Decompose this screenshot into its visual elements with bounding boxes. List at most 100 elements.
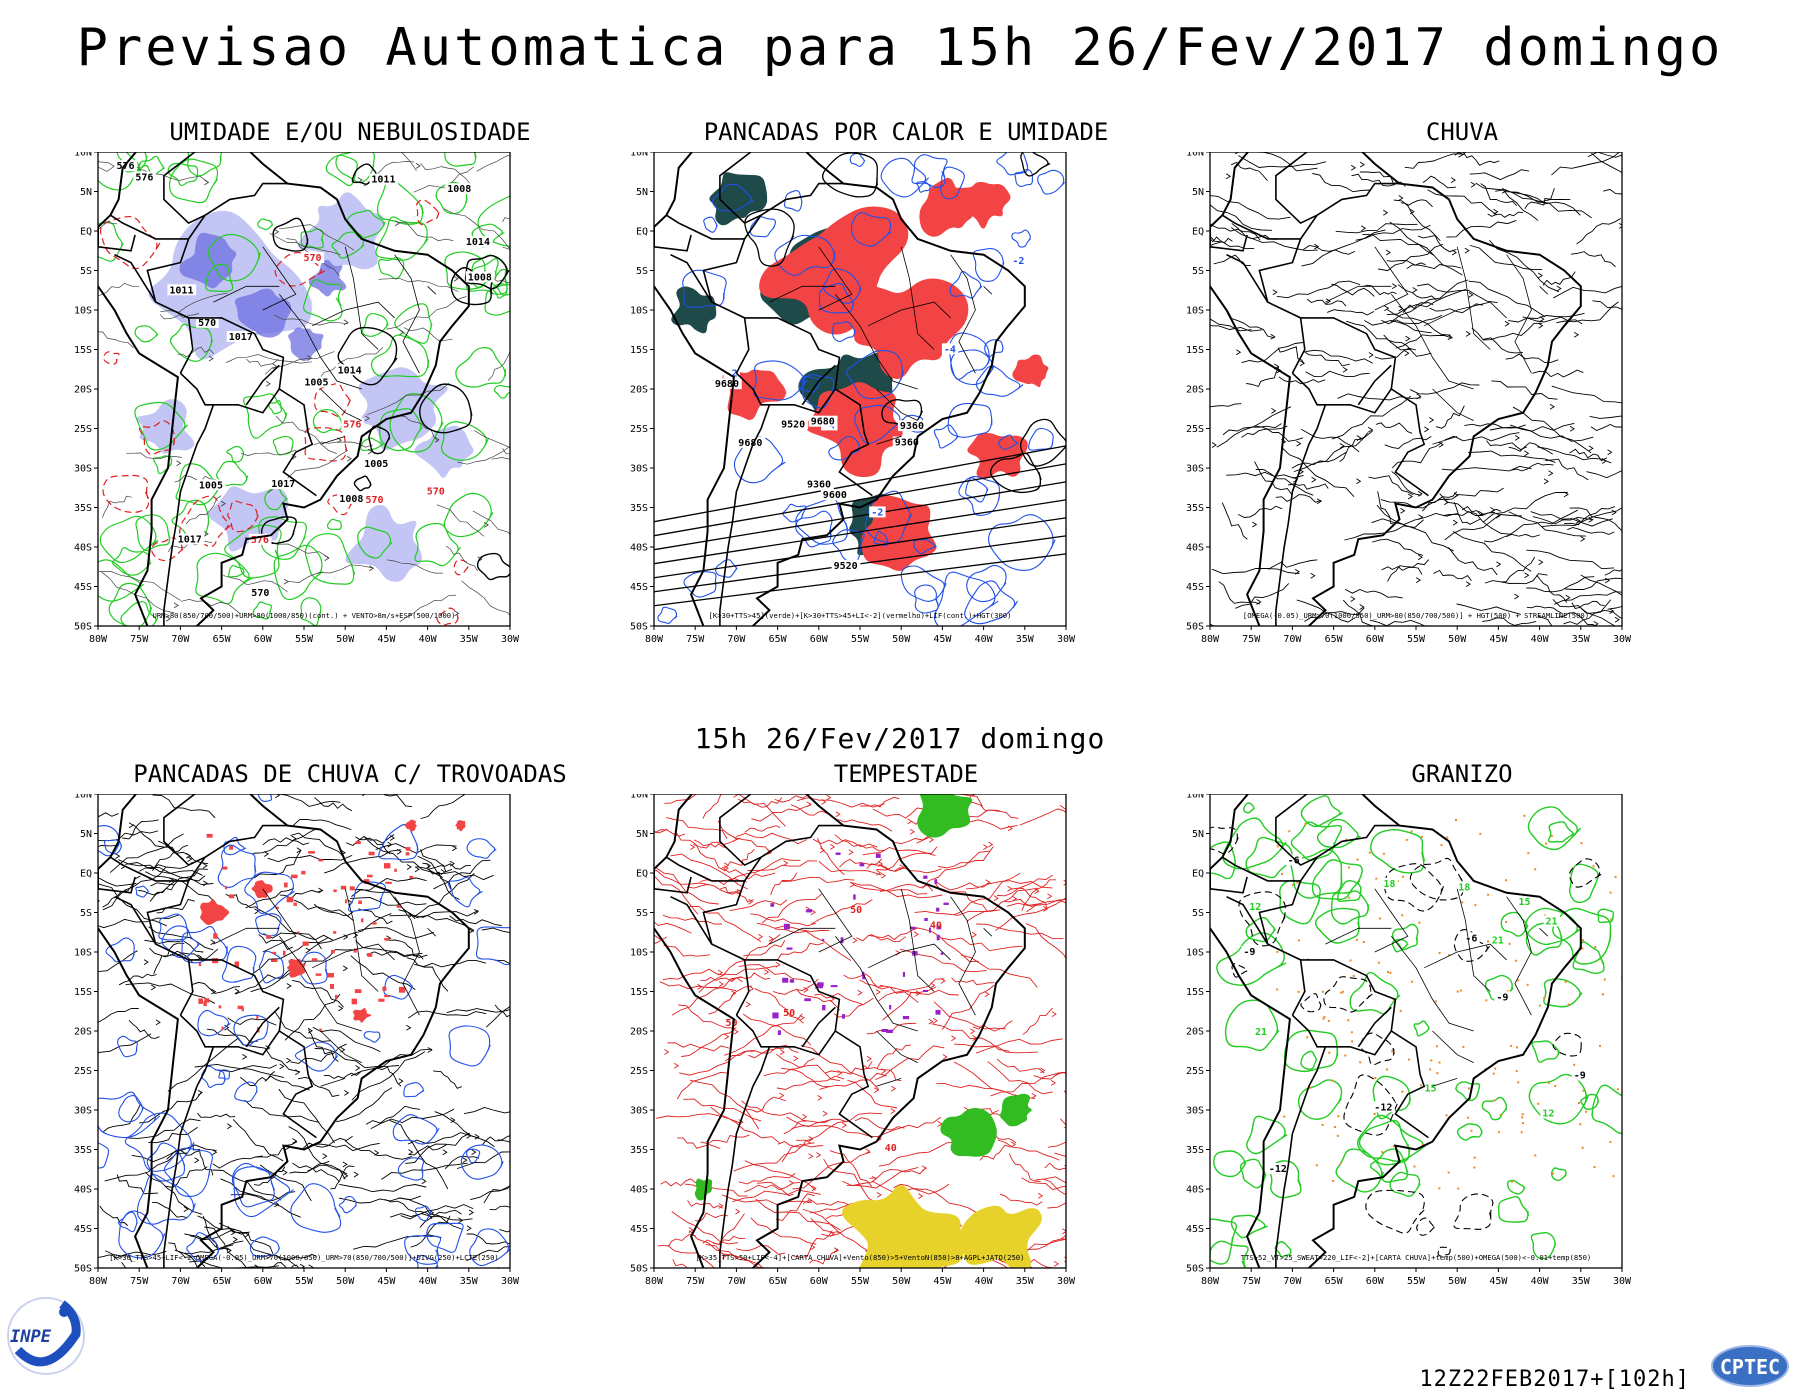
streamline-arrow <box>664 1049 670 1055</box>
state-border <box>950 254 976 374</box>
streamline-arrow <box>211 988 217 995</box>
state-border <box>278 935 362 1032</box>
field-cell <box>1377 961 1380 964</box>
streamline <box>825 1061 873 1075</box>
lon-tick-label: 45W <box>933 634 952 645</box>
field-cell <box>318 859 324 862</box>
lon-tick-label: 45W <box>377 634 396 645</box>
streamline <box>747 860 818 871</box>
state-border <box>900 246 935 350</box>
field-area <box>1000 1093 1034 1127</box>
contour-label: 21 <box>1255 1027 1267 1038</box>
field-cell <box>333 931 337 934</box>
state-border <box>1325 927 1392 945</box>
country-border <box>278 1030 317 1139</box>
streamline <box>729 899 788 912</box>
contour-label-box <box>1372 1101 1395 1113</box>
streamline <box>1469 169 1530 181</box>
streamline <box>1377 491 1396 525</box>
streamline <box>185 495 222 525</box>
streamline <box>931 1023 1010 1052</box>
streamline <box>728 858 801 882</box>
panel-caption: [K>30+TTS>45](verde)+[K>30+TTS>45+LI<-2]… <box>709 611 1012 620</box>
country-border <box>1226 895 1269 945</box>
country-border <box>98 876 136 894</box>
lat-tick-label: 40S <box>74 543 92 554</box>
contour-line <box>337 326 398 386</box>
field-area <box>414 425 476 478</box>
streamline <box>206 1028 258 1043</box>
streamline <box>1008 1153 1041 1182</box>
streamline <box>1563 599 1612 625</box>
streamline <box>160 292 228 313</box>
field-area <box>759 206 909 335</box>
streamline <box>1448 547 1498 576</box>
field-cell <box>384 995 391 998</box>
streamline <box>854 1117 905 1131</box>
streamline <box>1389 221 1463 276</box>
streamline <box>859 796 900 808</box>
streamline-arrow <box>1640 563 1644 568</box>
streamline <box>324 849 401 874</box>
streamline <box>856 934 906 942</box>
field-cell <box>1276 950 1279 953</box>
field-cell <box>1438 952 1441 954</box>
streamline <box>743 940 786 957</box>
state-border <box>1432 388 1474 421</box>
streamline <box>429 863 471 870</box>
contour-label: 9520 <box>781 420 805 431</box>
contour-line <box>227 500 259 533</box>
contour-line <box>469 1228 510 1267</box>
contour-line <box>260 516 297 545</box>
state-border <box>344 888 379 992</box>
field-cell <box>1510 1044 1513 1047</box>
streamline-arrow <box>988 841 994 848</box>
streamline-arrow <box>165 615 171 622</box>
streamline <box>818 860 882 876</box>
contour-line <box>1580 1093 1600 1111</box>
streamline <box>772 978 819 995</box>
streamline <box>1532 516 1594 525</box>
streamline <box>667 1042 730 1052</box>
contour-line <box>228 564 245 578</box>
contour-label: 50 <box>850 905 862 916</box>
streamline-arrow <box>1611 509 1617 516</box>
contour-line <box>1210 1218 1238 1265</box>
field-cell <box>1368 851 1371 854</box>
coastline <box>98 152 470 626</box>
streamline <box>1211 567 1300 575</box>
field-cell <box>272 951 277 954</box>
streamline <box>1386 288 1466 316</box>
streamline <box>819 1072 888 1090</box>
panel-title: GRANIZO <box>1411 760 1513 788</box>
panel-umidade: UMIDADE E/OU NEBULOSIDADE 576 576 1008 1008… <box>70 118 630 738</box>
lon-tick-label: 40W <box>419 634 438 645</box>
streamline <box>434 1111 495 1147</box>
field-cell <box>853 894 856 900</box>
contour-line <box>947 402 993 438</box>
streamline <box>126 452 182 460</box>
streamline-arrow <box>308 1264 314 1268</box>
lat-tick-label: 5S <box>80 266 92 277</box>
streamline-arrow <box>1632 401 1636 406</box>
contour-line <box>205 263 234 293</box>
streamline <box>1564 506 1615 526</box>
contour-line <box>448 1025 491 1067</box>
streamline-arrow <box>873 1087 879 1094</box>
contour-line <box>958 476 1001 516</box>
field-cell <box>1374 1077 1377 1079</box>
streamline <box>1511 462 1554 472</box>
lon-tick-label: 70W <box>727 634 746 645</box>
lon-tick-label: 60W <box>1366 1276 1385 1287</box>
field-cell <box>367 953 373 957</box>
streamline <box>1491 380 1558 400</box>
streamline <box>1226 471 1304 479</box>
streamline-arrow <box>265 380 271 387</box>
lat-tick-label: 5S <box>1192 266 1204 277</box>
lon-tick-label: 60W <box>1366 634 1385 645</box>
streamline <box>367 382 450 415</box>
lon-tick-label: 35W <box>1572 1276 1591 1287</box>
contour-line <box>304 533 356 585</box>
field-cell <box>198 998 203 1004</box>
field-cell <box>1332 1180 1335 1182</box>
